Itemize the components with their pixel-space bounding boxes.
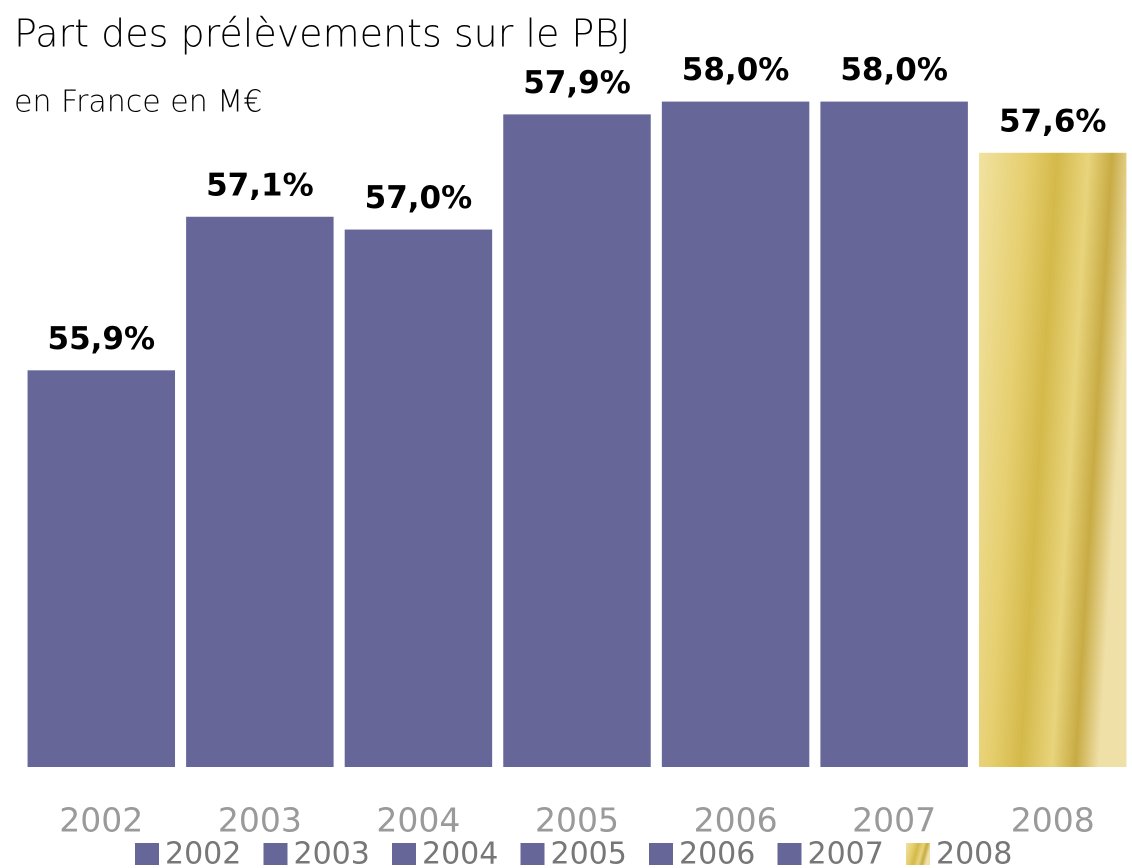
legend-label: 2004 bbox=[422, 837, 498, 868]
x-tick-label: 2006 bbox=[694, 801, 778, 840]
bar bbox=[186, 216, 334, 767]
legend-swatch bbox=[520, 843, 545, 865]
legend-label: 2003 bbox=[294, 837, 370, 868]
legend-label: 2002 bbox=[165, 837, 241, 868]
legend-swatch bbox=[906, 843, 930, 865]
bar bbox=[820, 101, 968, 767]
legend-swatch bbox=[263, 843, 288, 865]
x-tick-label: 2004 bbox=[376, 801, 460, 840]
x-tick-label: 2005 bbox=[535, 801, 619, 840]
x-tick-label: 2007 bbox=[852, 801, 936, 840]
chart-subtitle: en France en M€ bbox=[14, 85, 262, 120]
legend-label: 2008 bbox=[936, 837, 1012, 868]
value-label: 55,9% bbox=[48, 321, 156, 357]
bar bbox=[27, 370, 176, 767]
x-tick-label: 2002 bbox=[59, 801, 143, 840]
legend-swatch bbox=[777, 843, 802, 865]
x-tick-label: 2003 bbox=[218, 801, 302, 840]
bar bbox=[661, 101, 810, 767]
value-label: 57,9% bbox=[523, 65, 631, 101]
bar bbox=[503, 114, 651, 767]
legend-swatch bbox=[135, 843, 159, 865]
legend-label: 2007 bbox=[808, 837, 884, 868]
x-tick-label: 2008 bbox=[1011, 801, 1095, 840]
legend-label: 2005 bbox=[551, 837, 627, 868]
legend-swatch bbox=[649, 843, 673, 865]
value-label: 57,1% bbox=[206, 167, 314, 203]
legend-swatch bbox=[392, 843, 416, 865]
bar bbox=[978, 152, 1127, 767]
bar bbox=[344, 229, 493, 768]
chart-title: Part des prélèvements sur le PBJ bbox=[14, 12, 630, 56]
value-label: 57,0% bbox=[365, 180, 473, 216]
value-label: 58,0% bbox=[840, 52, 948, 88]
legend-label: 2006 bbox=[679, 837, 755, 868]
value-label: 58,0% bbox=[682, 52, 790, 88]
value-label: 57,6% bbox=[999, 103, 1107, 139]
